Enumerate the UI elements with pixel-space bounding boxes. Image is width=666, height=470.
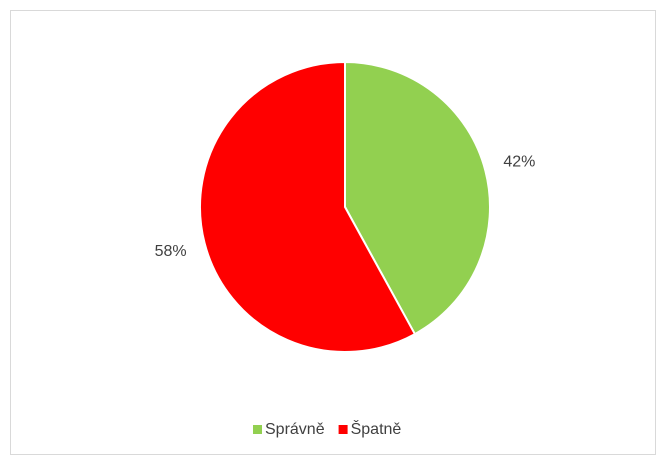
data-label: 42% bbox=[503, 153, 535, 170]
legend-swatch bbox=[338, 425, 348, 434]
pie-slice bbox=[344, 60, 491, 336]
legend-swatch bbox=[253, 425, 262, 434]
legend-label: Špatně bbox=[351, 419, 402, 438]
pie-slice bbox=[199, 60, 417, 353]
legend-label: Správně bbox=[265, 421, 325, 438]
data-label: 58% bbox=[155, 243, 187, 260]
